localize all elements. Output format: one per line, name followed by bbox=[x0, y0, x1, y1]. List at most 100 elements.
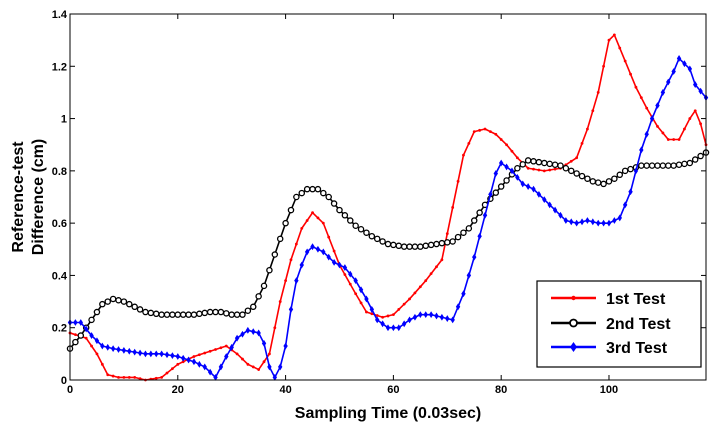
data-point-1st-test bbox=[596, 91, 600, 94]
data-point-3rd-test bbox=[234, 334, 240, 342]
data-point-3rd-test bbox=[375, 316, 380, 324]
data-point-2nd-test bbox=[298, 189, 306, 197]
data-point-1st-test bbox=[197, 353, 201, 357]
data-point-1st-test bbox=[569, 159, 573, 163]
data-point-2nd-test bbox=[659, 162, 667, 169]
data-point-2nd-test bbox=[217, 308, 225, 316]
data-point-2nd-test bbox=[444, 239, 451, 246]
data-point-3rd-test bbox=[299, 261, 304, 269]
data-point-3rd-test bbox=[558, 211, 563, 219]
data-point-3rd-test bbox=[488, 190, 493, 198]
data-point-3rd-test bbox=[180, 354, 186, 362]
data-point-1st-test bbox=[343, 273, 347, 276]
data-point-3rd-test bbox=[78, 319, 83, 326]
data-point-3rd-test bbox=[450, 316, 455, 324]
data-point-1st-test bbox=[607, 38, 611, 42]
data-point-3rd-test bbox=[105, 343, 110, 351]
data-point-2nd-test bbox=[314, 185, 322, 193]
data-point-2nd-test bbox=[131, 303, 138, 311]
data-point-1st-test bbox=[467, 142, 471, 145]
data-point-1st-test bbox=[300, 226, 304, 230]
data-point-3rd-test bbox=[127, 347, 132, 355]
data-point-2nd-test bbox=[147, 309, 155, 317]
data-point-3rd-test bbox=[175, 353, 180, 360]
data-point-1st-test bbox=[548, 168, 552, 172]
data-point-3rd-test bbox=[240, 330, 245, 338]
data-point-2nd-test bbox=[400, 243, 408, 250]
data-point-3rd-test bbox=[148, 350, 154, 358]
data-point-1st-test bbox=[138, 377, 142, 381]
data-point-2nd-test bbox=[120, 298, 128, 305]
data-point-1st-test bbox=[413, 291, 417, 295]
data-point-1st-test bbox=[542, 169, 546, 173]
data-point-3rd-test bbox=[256, 329, 261, 337]
data-point-1st-test bbox=[451, 206, 455, 209]
data-point-3rd-test bbox=[348, 270, 353, 278]
x-tick-label: 0 bbox=[67, 384, 73, 396]
data-point-3rd-test bbox=[649, 115, 655, 122]
data-point-2nd-test bbox=[169, 311, 176, 318]
data-point-3rd-test bbox=[385, 324, 391, 332]
data-point-1st-test bbox=[273, 326, 277, 330]
data-point-3rd-test bbox=[121, 346, 127, 354]
data-point-2nd-test bbox=[524, 157, 532, 164]
data-point-3rd-test bbox=[455, 303, 461, 311]
data-point-1st-test bbox=[268, 352, 271, 356]
data-point-3rd-test bbox=[116, 346, 121, 353]
data-point-3rd-test bbox=[337, 261, 342, 269]
data-point-3rd-test bbox=[358, 286, 364, 294]
data-point-3rd-test bbox=[224, 353, 229, 360]
data-point-1st-test bbox=[100, 362, 104, 366]
data-point-3rd-test bbox=[622, 201, 628, 209]
data-point-3rd-test bbox=[407, 316, 412, 324]
data-point-1st-test bbox=[688, 117, 692, 120]
data-point-1st-test bbox=[483, 127, 487, 131]
data-point-2nd-test bbox=[697, 152, 704, 160]
data-point-3rd-test bbox=[482, 211, 488, 219]
data-point-3rd-test bbox=[612, 217, 617, 224]
data-point-2nd-test bbox=[223, 310, 230, 317]
data-point-2nd-test bbox=[675, 161, 683, 169]
data-point-2nd-test bbox=[476, 209, 483, 216]
data-point-2nd-test bbox=[519, 161, 526, 168]
data-point-1st-test bbox=[537, 168, 541, 172]
data-point-3rd-test bbox=[509, 167, 515, 175]
data-point-3rd-test bbox=[504, 163, 509, 171]
data-point-2nd-test bbox=[514, 164, 521, 172]
data-point-1st-test bbox=[165, 371, 169, 375]
data-point-2nd-test bbox=[136, 306, 144, 313]
y-tick-label: 1.2 bbox=[52, 61, 67, 73]
data-point-2nd-test bbox=[72, 338, 79, 346]
data-point-2nd-test bbox=[627, 165, 634, 173]
data-point-2nd-test bbox=[363, 229, 370, 236]
data-point-1st-test bbox=[505, 143, 508, 147]
data-point-3rd-test bbox=[272, 373, 278, 381]
data-point-1st-test bbox=[386, 314, 390, 318]
data-point-1st-test bbox=[693, 109, 697, 113]
data-point-2nd-test bbox=[535, 158, 543, 166]
data-point-1st-test bbox=[623, 59, 627, 63]
data-point-2nd-test bbox=[266, 266, 273, 274]
data-point-3rd-test bbox=[418, 311, 423, 319]
data-point-1st-test bbox=[661, 131, 665, 135]
data-point-1st-test bbox=[332, 249, 336, 253]
data-point-1st-test bbox=[257, 368, 261, 371]
data-point-3rd-test bbox=[267, 363, 272, 371]
data-point-1st-test bbox=[532, 167, 535, 171]
data-point-1st-test bbox=[510, 149, 514, 153]
data-point-1st-test bbox=[499, 138, 503, 141]
data-point-3rd-test bbox=[428, 311, 434, 319]
x-tick-label: 60 bbox=[387, 384, 399, 396]
data-point-1st-test bbox=[241, 357, 244, 361]
data-point-3rd-test bbox=[245, 326, 251, 334]
data-point-3rd-test bbox=[304, 248, 310, 256]
data-point-3rd-test bbox=[477, 232, 482, 240]
data-point-3rd-test bbox=[574, 219, 579, 227]
data-point-1st-test bbox=[429, 272, 433, 276]
data-point-1st-test bbox=[489, 130, 492, 134]
data-point-2nd-test bbox=[271, 251, 279, 258]
data-point-3rd-test bbox=[531, 185, 536, 193]
data-point-3rd-test bbox=[434, 312, 439, 320]
y-tick-label: 0 bbox=[61, 375, 67, 387]
data-point-1st-test bbox=[526, 166, 530, 170]
